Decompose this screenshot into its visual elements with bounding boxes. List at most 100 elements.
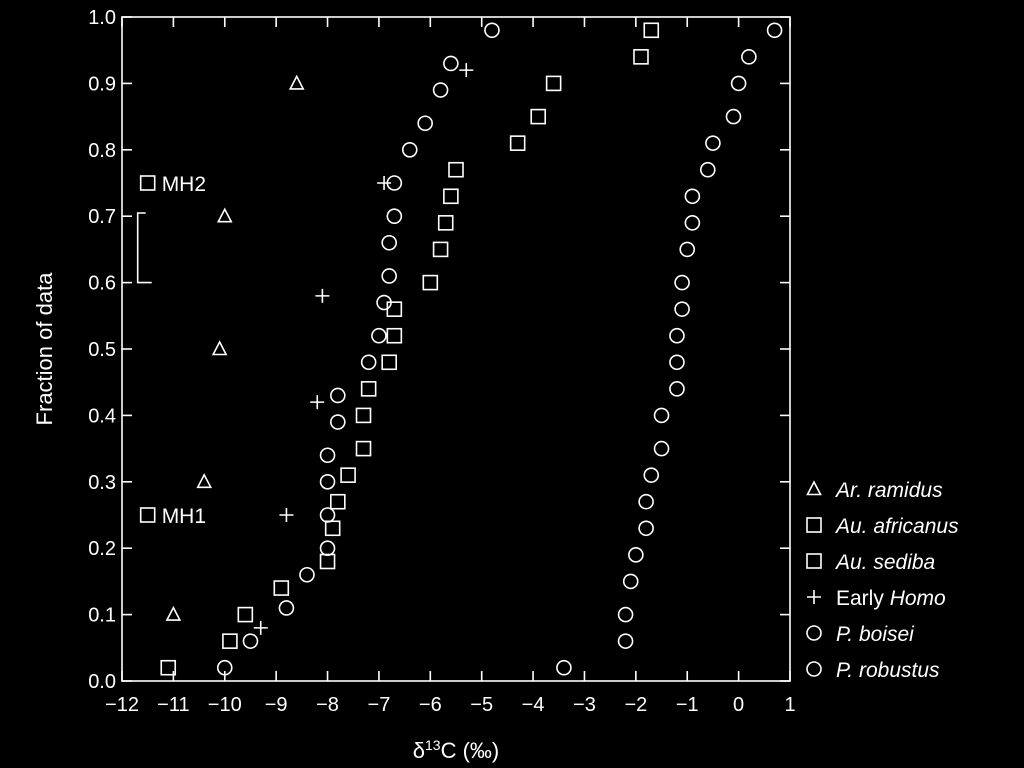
x-tick-label: −4 xyxy=(522,694,545,716)
y-tick-label: 1.0 xyxy=(88,7,116,29)
data-point-plus xyxy=(459,63,474,78)
legend-label: Ar. ramidus xyxy=(834,479,943,502)
data-point-circle xyxy=(643,467,660,483)
data-point-square xyxy=(340,467,356,483)
data-point-circle xyxy=(684,188,701,205)
data-point-square xyxy=(643,22,660,39)
data-point-square xyxy=(360,381,377,397)
data-point-circle xyxy=(381,268,398,284)
legend-label: P. boisei xyxy=(836,623,915,646)
x-axis-title: δ13C (‰) xyxy=(413,737,499,763)
legend-label: P. robustus xyxy=(836,659,940,682)
data-point-plus xyxy=(279,508,294,522)
data-point-circle xyxy=(278,600,295,616)
legend-label-part: Au. africanus xyxy=(834,515,959,538)
x-axis-title-delta: δ xyxy=(413,738,425,763)
x-tick-label: −3 xyxy=(573,694,596,716)
data-point-circle xyxy=(638,520,654,537)
x-tick-label: −8 xyxy=(316,694,339,716)
annotation-label: MH2 xyxy=(162,173,206,196)
annotations: MH2 MH1 xyxy=(139,173,206,528)
y-tick-label: 0.6 xyxy=(88,273,116,295)
legend-label: Au. sediba xyxy=(834,551,935,574)
data-point-square xyxy=(432,241,449,258)
x-tick-label: 1 xyxy=(784,694,795,716)
data-point-square xyxy=(386,327,403,344)
data-point-square xyxy=(633,49,649,65)
x-tick-label: −10 xyxy=(208,694,242,716)
data-point-circle xyxy=(766,22,783,39)
data-point-triangle xyxy=(165,605,182,621)
x-tick-label: −6 xyxy=(419,694,442,716)
data-point-plus xyxy=(377,176,392,190)
data-point-circle xyxy=(556,659,572,676)
data-point-circle xyxy=(443,55,459,72)
legend-label-part: Au. sediba xyxy=(834,551,935,574)
legend-marker-circle xyxy=(806,625,822,641)
data-point-triangle xyxy=(216,207,233,223)
y-tick-label: 0.1 xyxy=(88,605,116,627)
data-points xyxy=(160,22,783,676)
x-tick-label: −12 xyxy=(105,694,139,716)
tick-labels: −12 −11 −10 −9 −8 −7 −6 −5 −4 −3 −2 −1 0 10.00.10.20.… xyxy=(88,7,795,716)
data-point-circle xyxy=(381,234,398,251)
data-point-square xyxy=(355,407,372,424)
legend-label: Early Homo xyxy=(836,587,946,610)
x-tick-label: 0 xyxy=(733,694,744,716)
y-axis-title: Fraction of data xyxy=(32,272,57,426)
data-point-circle xyxy=(417,115,433,132)
data-point-circle xyxy=(299,566,315,583)
data-point-circle xyxy=(653,440,670,457)
data-point-circle xyxy=(432,82,449,98)
data-point-square xyxy=(448,161,464,178)
x-tick-label: −9 xyxy=(265,694,288,716)
data-point-circle xyxy=(653,407,670,424)
data-point-square xyxy=(273,580,290,596)
x-tick-label: −5 xyxy=(470,694,493,716)
mh-bracket-line xyxy=(136,212,152,284)
legend-marker-square xyxy=(806,553,822,569)
data-point-square xyxy=(443,188,459,205)
data-point-circle xyxy=(628,547,644,563)
data-point-square xyxy=(545,75,562,92)
legend: Ar. ramidus Au. africanus Au. sediba Early … xyxy=(806,479,959,682)
legend-marker-circle xyxy=(806,661,822,677)
mh-bracket xyxy=(136,212,152,284)
data-point-circle xyxy=(669,354,685,371)
legend-label-part: P. robustus xyxy=(836,659,940,682)
data-point-circle xyxy=(319,540,336,557)
data-point-square xyxy=(422,274,439,291)
x-tick-label: −11 xyxy=(157,694,189,716)
data-point-triangle xyxy=(288,74,305,90)
data-point-circle xyxy=(684,215,701,231)
legend-marker-plus xyxy=(807,590,821,604)
data-point-circle xyxy=(622,573,639,590)
data-point-circle xyxy=(725,108,742,125)
legend-marker-square xyxy=(806,517,822,533)
data-point-circle xyxy=(638,493,654,510)
data-point-circle xyxy=(216,659,233,676)
annotation-marker xyxy=(139,175,156,191)
y-tick-label: 0.7 xyxy=(88,206,116,228)
x-tick-label: −2 xyxy=(624,694,647,716)
data-point-circle xyxy=(330,414,346,430)
data-point-circle xyxy=(741,49,757,65)
data-point-square xyxy=(222,633,238,649)
data-point-circle xyxy=(484,22,500,39)
data-point-circle xyxy=(242,633,259,649)
data-point-circle xyxy=(669,327,685,344)
data-point-plus xyxy=(315,288,330,303)
data-point-square xyxy=(530,108,547,125)
legend-label: Au. africanus xyxy=(834,515,959,538)
data-point-circle xyxy=(330,387,346,404)
legend-label-part: Early xyxy=(836,587,890,610)
data-point-triangle xyxy=(211,340,228,356)
data-point-triangle xyxy=(196,473,213,489)
axis-ticks xyxy=(121,16,791,682)
y-tick-label: 0.9 xyxy=(88,73,116,95)
x-tick-label: −1 xyxy=(676,694,699,716)
data-point-circle xyxy=(376,294,392,311)
legend-label-part: P. boisei xyxy=(836,623,915,646)
data-point-circle xyxy=(386,175,403,191)
